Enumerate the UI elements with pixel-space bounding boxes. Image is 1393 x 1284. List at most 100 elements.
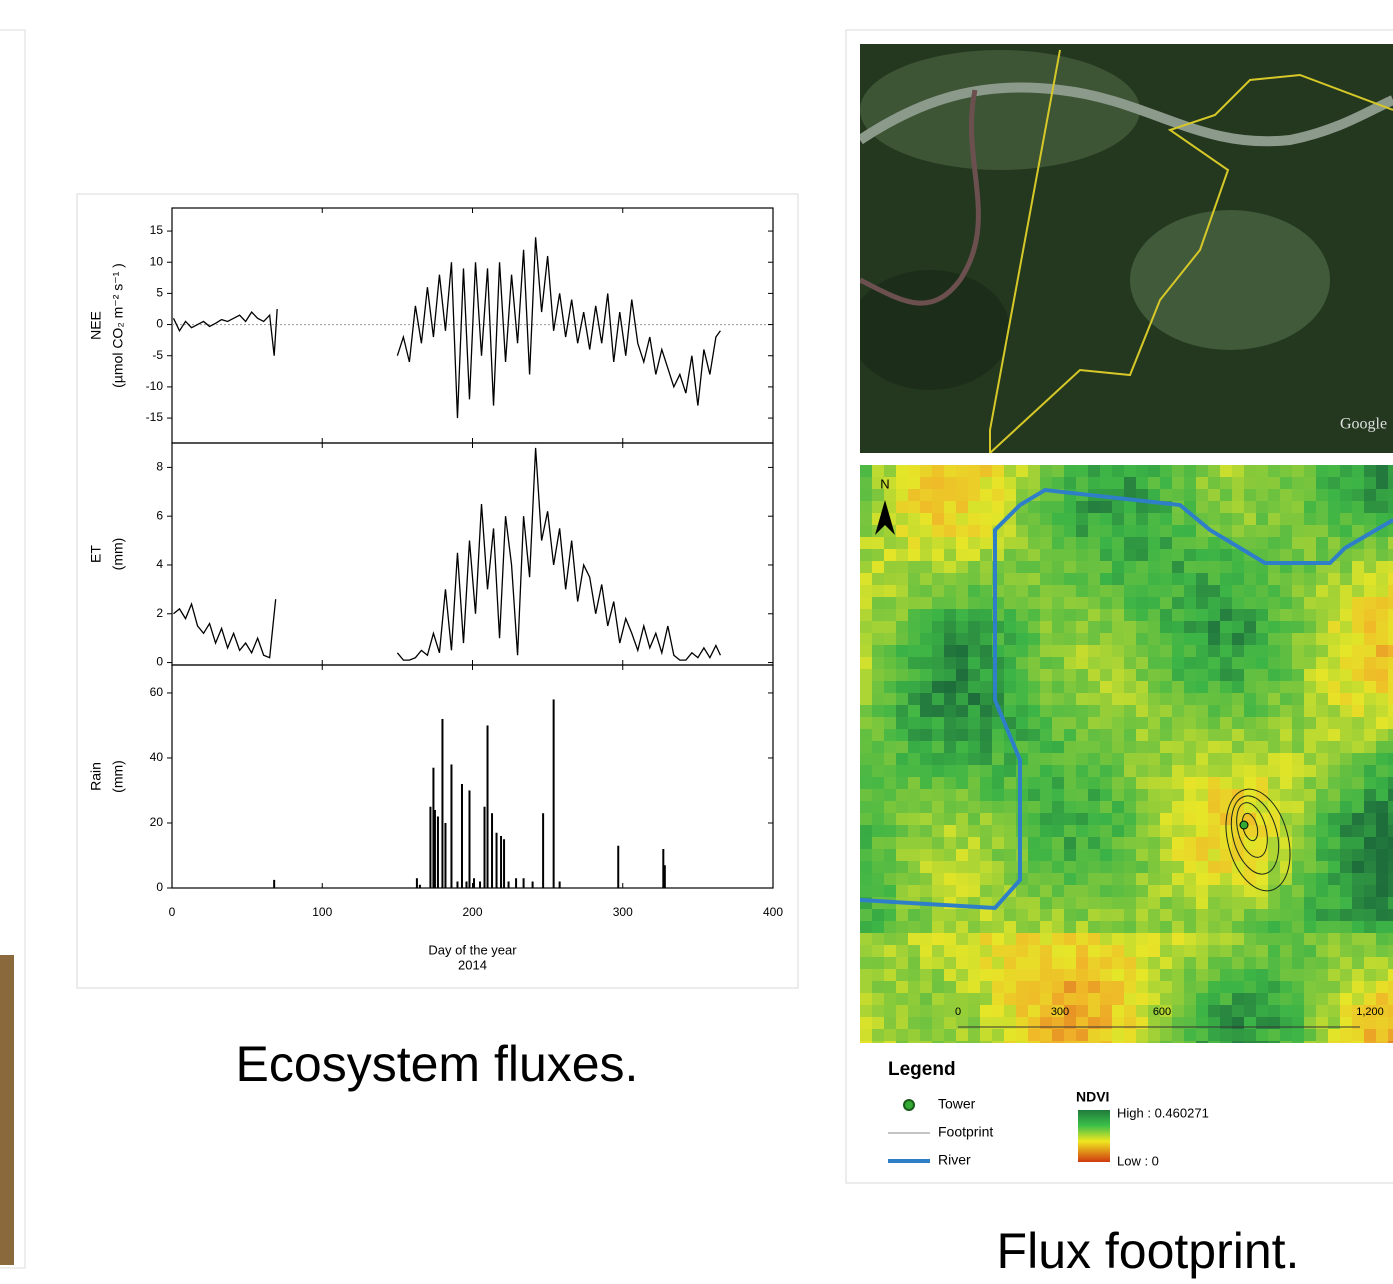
ndvi-cell bbox=[992, 465, 1004, 477]
ndvi-cell bbox=[1280, 501, 1292, 513]
ndvi-cell bbox=[1244, 561, 1256, 573]
ndvi-cell bbox=[1100, 993, 1112, 1005]
ndvi-cell bbox=[1088, 945, 1100, 957]
ndvi-cell bbox=[1112, 537, 1124, 549]
ndvi-cell bbox=[1028, 825, 1040, 837]
ndvi-cell bbox=[1076, 621, 1088, 633]
ndvi-cell bbox=[1220, 1005, 1232, 1017]
bar bbox=[441, 719, 443, 888]
ndvi-cell bbox=[1292, 741, 1304, 753]
ndvi-cell bbox=[956, 933, 968, 945]
ndvi-cell bbox=[1292, 825, 1304, 837]
ndvi-cell bbox=[1376, 849, 1388, 861]
ndvi-cell bbox=[1112, 885, 1124, 897]
ndvi-cell bbox=[1352, 933, 1364, 945]
ndvi-cell bbox=[1388, 729, 1393, 741]
ndvi-cell bbox=[980, 597, 992, 609]
ndvi-cell bbox=[1328, 597, 1340, 609]
ndvi-cell bbox=[956, 777, 968, 789]
ndvi-cell bbox=[1196, 981, 1208, 993]
y-tick-label: 15 bbox=[150, 223, 164, 237]
ndvi-cell bbox=[1232, 561, 1244, 573]
ndvi-cell bbox=[968, 993, 980, 1005]
ndvi-cell bbox=[1052, 729, 1064, 741]
ndvi-cell bbox=[860, 885, 872, 897]
ndvi-cell bbox=[1148, 513, 1160, 525]
ndvi-cell bbox=[944, 789, 956, 801]
ndvi-cell bbox=[1064, 609, 1076, 621]
ndvi-cell bbox=[1148, 681, 1160, 693]
ndvi-cell bbox=[1208, 921, 1220, 933]
ndvi-cell bbox=[1340, 825, 1352, 837]
ndvi-cell bbox=[1076, 897, 1088, 909]
ndvi-cell bbox=[956, 597, 968, 609]
ndvi-cell bbox=[968, 669, 980, 681]
ndvi-cell bbox=[932, 657, 944, 669]
ndvi-cell bbox=[1340, 969, 1352, 981]
ndvi-cell bbox=[1328, 657, 1340, 669]
ndvi-cell bbox=[932, 837, 944, 849]
ndvi-cell bbox=[1100, 537, 1112, 549]
ndvi-cell bbox=[1352, 717, 1364, 729]
ndvi-cell bbox=[1172, 597, 1184, 609]
ndvi-cell bbox=[1124, 681, 1136, 693]
ndvi-cell bbox=[956, 729, 968, 741]
ndvi-cell bbox=[896, 993, 908, 1005]
ndvi-cell bbox=[1112, 981, 1124, 993]
ndvi-cell bbox=[1088, 813, 1100, 825]
ndvi-cell bbox=[1196, 717, 1208, 729]
ndvi-cell bbox=[1280, 573, 1292, 585]
ndvi-cell bbox=[1364, 729, 1376, 741]
ndvi-cell bbox=[1244, 573, 1256, 585]
ndvi-cell bbox=[932, 993, 944, 1005]
ndvi-cell bbox=[1208, 945, 1220, 957]
ndvi-cell bbox=[1040, 777, 1052, 789]
ndvi-cell bbox=[968, 633, 980, 645]
ndvi-cell bbox=[1100, 597, 1112, 609]
ndvi-cell bbox=[944, 513, 956, 525]
y-axis-label: (mm) bbox=[110, 538, 126, 571]
ndvi-cell bbox=[1280, 621, 1292, 633]
ndvi-cell bbox=[1316, 609, 1328, 621]
ndvi-cell bbox=[1328, 825, 1340, 837]
ndvi-cell bbox=[1100, 561, 1112, 573]
ndvi-cell bbox=[1100, 945, 1112, 957]
ndvi-cell bbox=[1220, 561, 1232, 573]
bar bbox=[416, 878, 418, 888]
ndvi-cell bbox=[1004, 1029, 1016, 1041]
ndvi-cell bbox=[1268, 585, 1280, 597]
ndvi-cell bbox=[920, 789, 932, 801]
ndvi-cell bbox=[1292, 1005, 1304, 1017]
ndvi-cell bbox=[1256, 573, 1268, 585]
ndvi-cell bbox=[1364, 537, 1376, 549]
ndvi-cell bbox=[956, 537, 968, 549]
ndvi-cell bbox=[1232, 969, 1244, 981]
ndvi-cell bbox=[1196, 609, 1208, 621]
ndvi-cell bbox=[1268, 465, 1280, 477]
ndvi-cell bbox=[1208, 789, 1220, 801]
ndvi-cell bbox=[1232, 861, 1244, 873]
ndvi-cell bbox=[1100, 897, 1112, 909]
ndvi-cell bbox=[1328, 537, 1340, 549]
ndvi-cell bbox=[1076, 753, 1088, 765]
ndvi-cell bbox=[1136, 861, 1148, 873]
ndvi-cell bbox=[1316, 921, 1328, 933]
ndvi-cell bbox=[1112, 825, 1124, 837]
ndvi-cell bbox=[1160, 969, 1172, 981]
ndvi-cell bbox=[1316, 885, 1328, 897]
ndvi-cell bbox=[1256, 933, 1268, 945]
ndvi-cell bbox=[1100, 657, 1112, 669]
ndvi-cell bbox=[1268, 597, 1280, 609]
ndvi-cell bbox=[1280, 861, 1292, 873]
ndvi-cell bbox=[1304, 1029, 1316, 1041]
ndvi-cell bbox=[1052, 777, 1064, 789]
ndvi-cell bbox=[884, 693, 896, 705]
ndvi-cell bbox=[1052, 897, 1064, 909]
ndvi-cell bbox=[1208, 513, 1220, 525]
ndvi-cell bbox=[1112, 693, 1124, 705]
ndvi-cell bbox=[1268, 1005, 1280, 1017]
ndvi-cell bbox=[1076, 681, 1088, 693]
ndvi-cell bbox=[1076, 597, 1088, 609]
ndvi-cell bbox=[1160, 537, 1172, 549]
scale-label: 0 bbox=[955, 1006, 961, 1018]
